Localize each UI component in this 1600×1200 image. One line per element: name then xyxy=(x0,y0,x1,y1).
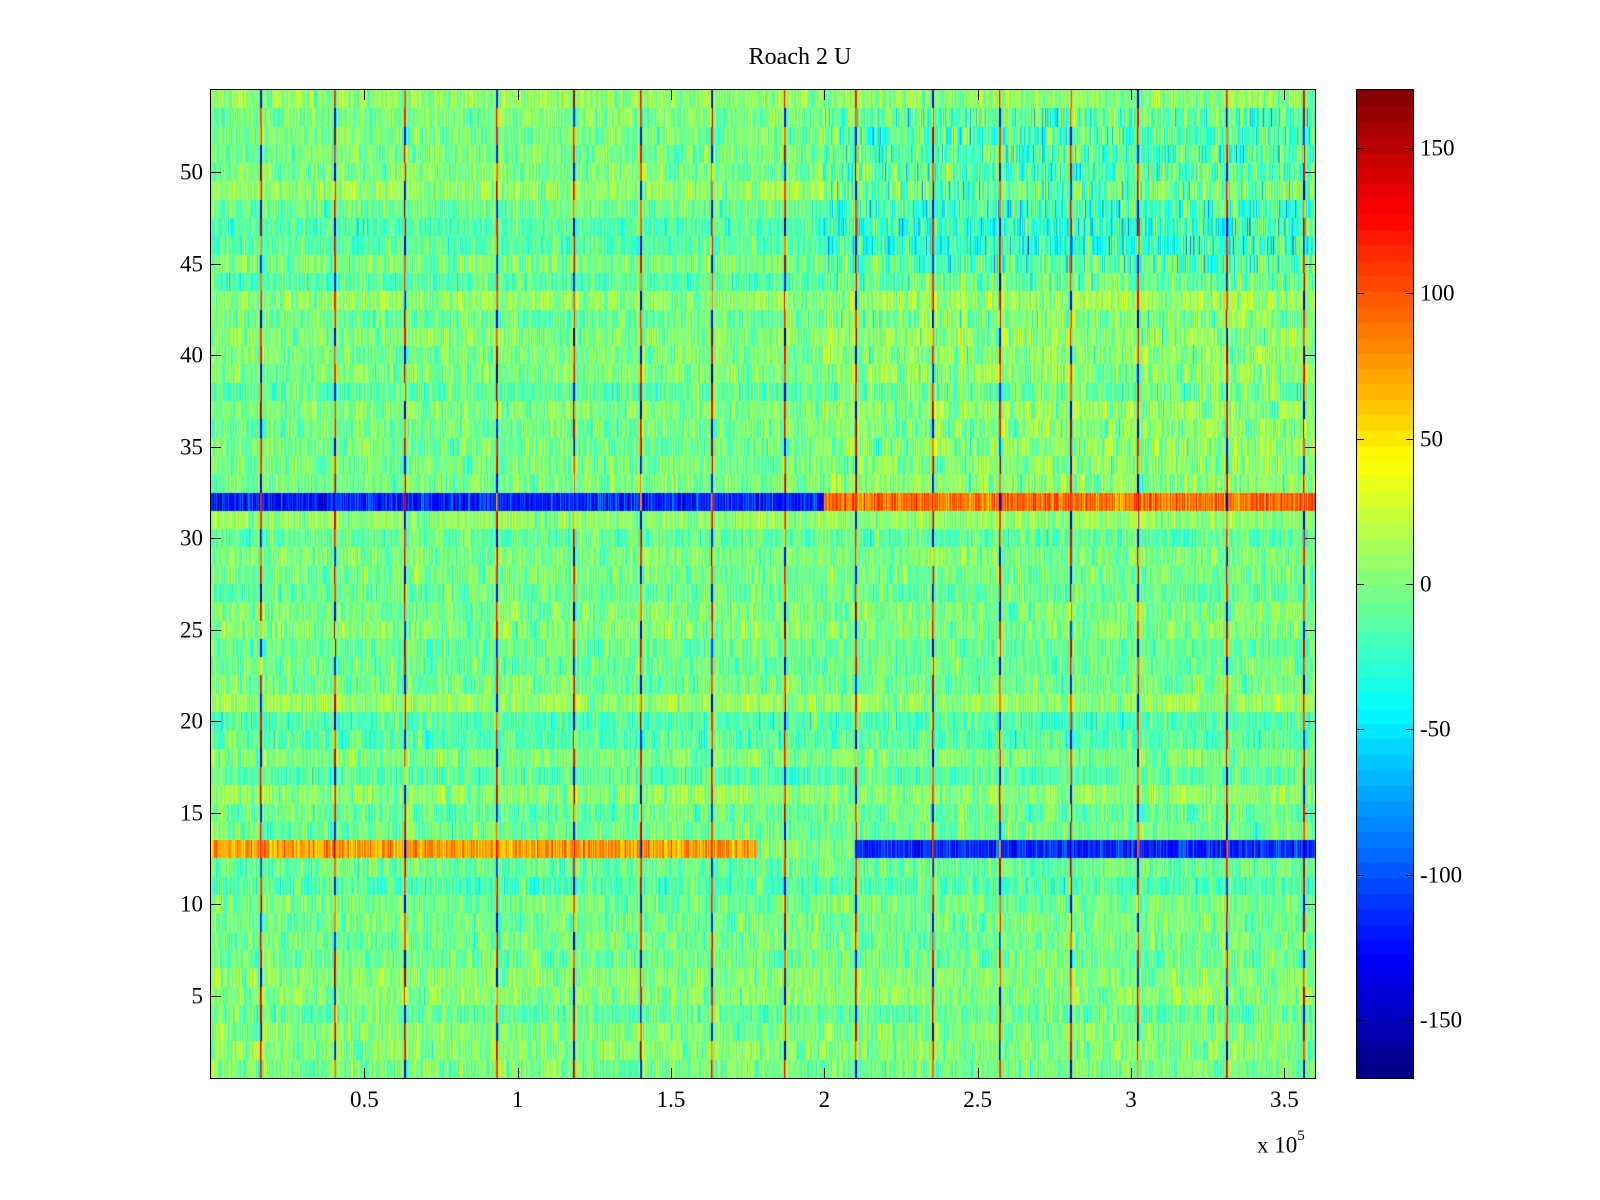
x-tick-mark xyxy=(517,1068,519,1078)
x-tick-mark-top xyxy=(1131,90,1132,100)
colorbar-tick-label: 100 xyxy=(1420,280,1455,306)
y-tick-mark xyxy=(211,995,221,997)
x-tick-mark-top xyxy=(364,90,366,100)
colorbar-tick-mark-left xyxy=(1357,584,1364,585)
y-tick-label: 15 xyxy=(180,800,203,826)
x-tick-label: 3 xyxy=(1125,1087,1137,1112)
colorbar-tick-mark-left xyxy=(1357,148,1364,150)
x-tick-mark xyxy=(1284,1068,1286,1078)
x-multiplier-exponent: 5 xyxy=(1297,1128,1305,1144)
x-tick-mark xyxy=(1131,1068,1132,1078)
colorbar-tick-mark-left xyxy=(1357,438,1364,440)
colorbar-tick-label: -150 xyxy=(1420,1007,1463,1033)
y-tick-mark-right xyxy=(1305,263,1315,265)
y-tick-label: 40 xyxy=(180,342,203,368)
colorbar-tick-mark-left xyxy=(1357,874,1364,876)
y-tick-mark xyxy=(211,355,221,357)
colorbar xyxy=(1357,90,1413,1078)
y-tick-mark-right xyxy=(1305,995,1315,997)
x-tick-label: 0.5 xyxy=(349,1087,379,1112)
y-tick-mark-right xyxy=(1305,355,1315,357)
x-axis-multiplier: x 105 xyxy=(1257,1128,1305,1159)
y-tick-label: 20 xyxy=(180,708,203,734)
colorbar-tick-mark xyxy=(1406,148,1413,150)
y-tick-label: 35 xyxy=(180,434,203,460)
x-tick-mark xyxy=(977,1068,979,1078)
colorbar-tick-mark-left xyxy=(1357,293,1364,295)
colorbar-tick-mark xyxy=(1406,438,1413,440)
colorbar-tick-label: -100 xyxy=(1420,862,1463,888)
chart-title: Roach 2 U xyxy=(748,44,852,70)
y-tick-mark-right xyxy=(1305,538,1315,540)
x-tick-mark xyxy=(824,1068,826,1078)
y-tick-label: 5 xyxy=(191,983,204,1009)
heatmap-plot-area xyxy=(211,90,1315,1078)
colorbar-tick-mark xyxy=(1406,729,1413,731)
x-tick-mark-top xyxy=(517,90,519,100)
y-tick-mark xyxy=(211,812,221,814)
colorbar-tick-mark-left xyxy=(1357,729,1364,731)
y-tick-mark-right xyxy=(1305,812,1315,814)
x-tick-mark-top xyxy=(671,90,672,100)
y-tick-label: 30 xyxy=(180,525,203,551)
y-tick-mark-right xyxy=(1305,904,1315,906)
y-tick-mark-right xyxy=(1305,629,1315,631)
colorbar-tick-mark xyxy=(1406,1019,1413,1021)
x-tick-mark-top xyxy=(977,90,979,100)
x-tick-mark xyxy=(364,1068,366,1078)
y-tick-label: 25 xyxy=(180,617,203,643)
y-tick-label: 45 xyxy=(180,251,203,277)
y-tick-mark xyxy=(211,172,221,174)
y-tick-mark xyxy=(211,538,221,540)
colorbar-tick-mark xyxy=(1406,874,1413,876)
y-tick-mark xyxy=(211,263,221,265)
y-tick-mark xyxy=(211,446,221,448)
x-tick-mark-top xyxy=(1284,90,1286,100)
x-multiplier-base: x 10 xyxy=(1257,1132,1298,1158)
y-tick-label: 10 xyxy=(180,891,203,917)
x-tick-mark-top xyxy=(824,90,826,100)
colorbar-tick-label: -50 xyxy=(1420,716,1451,742)
colorbar-tick-label: 50 xyxy=(1420,426,1443,452)
colorbar-tick-mark-left xyxy=(1357,1019,1364,1021)
x-tick-mark xyxy=(671,1068,672,1078)
y-tick-mark xyxy=(211,904,221,906)
x-tick-label: 2 xyxy=(818,1087,831,1112)
x-tick-label: 1.5 xyxy=(656,1087,686,1112)
colorbar-tick-label: 150 xyxy=(1420,135,1455,161)
y-tick-mark-right xyxy=(1305,446,1315,448)
colorbar-tick-mark xyxy=(1406,584,1413,585)
y-tick-label: 50 xyxy=(180,159,203,185)
x-tick-label: 1 xyxy=(511,1087,524,1112)
colorbar-tick-label: 0 xyxy=(1420,571,1432,597)
y-tick-mark xyxy=(211,629,221,631)
y-tick-mark-right xyxy=(1305,172,1315,174)
y-tick-mark-right xyxy=(1305,721,1315,723)
y-tick-mark xyxy=(211,721,221,723)
colorbar-tick-mark xyxy=(1406,293,1413,295)
x-tick-label: 2.5 xyxy=(963,1087,993,1112)
x-tick-label: 3.5 xyxy=(1269,1087,1299,1112)
